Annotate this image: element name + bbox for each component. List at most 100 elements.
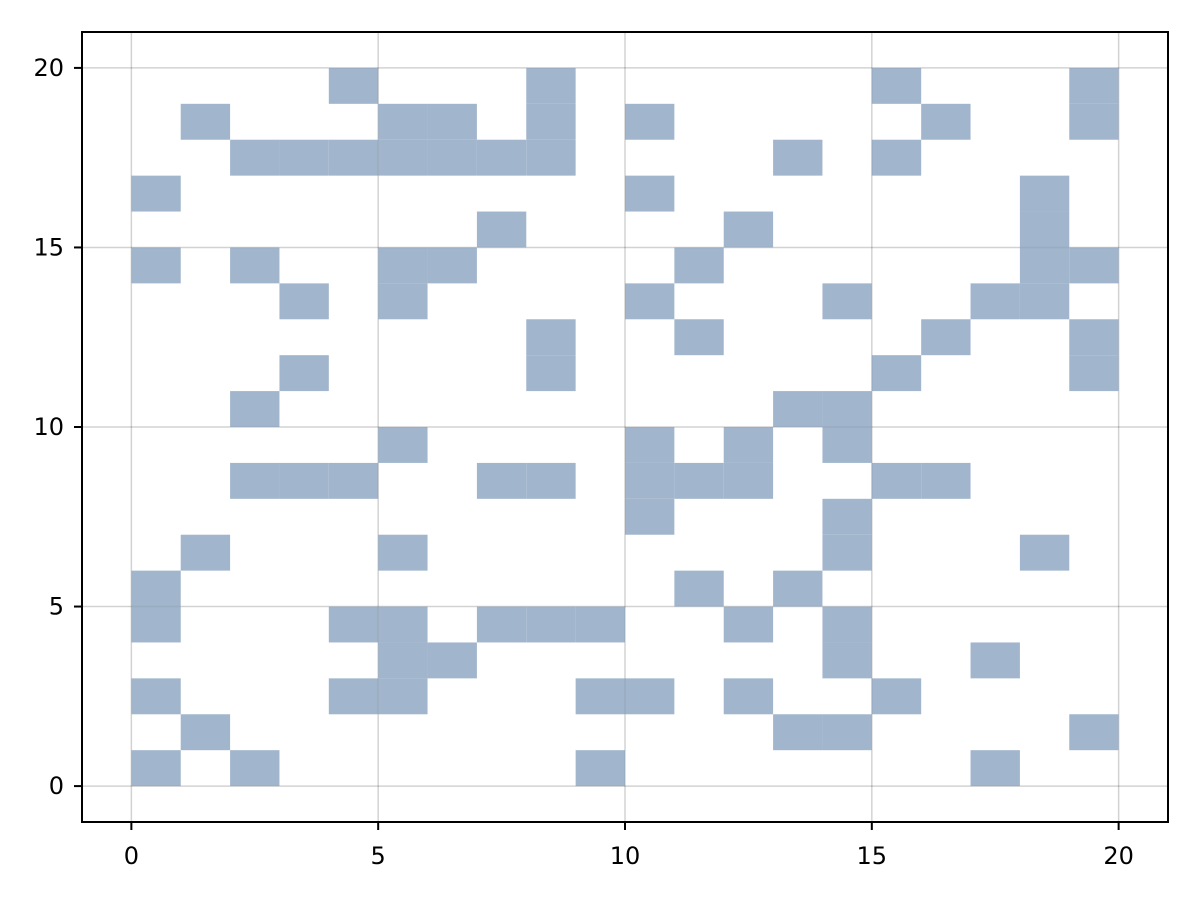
heatmap-cell bbox=[378, 139, 428, 176]
heatmap-cell bbox=[230, 391, 280, 427]
heatmap-cell bbox=[131, 247, 181, 284]
heatmap-cell bbox=[723, 462, 774, 499]
heatmap-cell bbox=[625, 678, 675, 715]
heatmap-cell bbox=[378, 678, 428, 715]
heatmap-cell bbox=[575, 750, 625, 787]
heatmap-cell bbox=[575, 678, 625, 715]
heatmap-cell bbox=[773, 391, 823, 427]
heatmap-cell bbox=[723, 211, 774, 248]
heatmap-cell bbox=[723, 606, 774, 643]
heatmap-cell bbox=[822, 606, 872, 643]
y-tick-label: 20 bbox=[33, 54, 64, 82]
heatmap-cell bbox=[674, 462, 724, 499]
heatmap-cell bbox=[427, 103, 477, 140]
heatmap-cell bbox=[131, 570, 181, 607]
heatmap-cell bbox=[1069, 103, 1119, 140]
heatmap-cell bbox=[723, 427, 774, 463]
heatmap-cell bbox=[279, 462, 329, 499]
heatmap-cell bbox=[131, 750, 181, 787]
heatmap-cell bbox=[822, 642, 872, 679]
heatmap-cell bbox=[921, 462, 971, 499]
heatmap-cell bbox=[230, 247, 280, 284]
heatmap-cell bbox=[427, 247, 477, 284]
heatmap-cell bbox=[131, 175, 181, 212]
heatmap-cell bbox=[1019, 247, 1070, 284]
heatmap-cell bbox=[526, 606, 576, 643]
heatmap-cells bbox=[82, 32, 1168, 822]
heatmap-cell bbox=[575, 606, 625, 643]
heatmap-cell bbox=[279, 139, 329, 176]
heatmap-cell bbox=[328, 678, 379, 715]
y-tick-label: 10 bbox=[33, 413, 64, 441]
heatmap-cell bbox=[180, 714, 231, 751]
heatmap-cell bbox=[970, 750, 1020, 787]
heatmap-cell bbox=[131, 606, 181, 643]
x-tick-label: 5 bbox=[371, 842, 386, 870]
heatmap-cell bbox=[230, 139, 280, 176]
y-tick-label: 15 bbox=[33, 233, 64, 261]
heatmap-cell bbox=[180, 103, 231, 140]
y-tick-label: 5 bbox=[49, 593, 64, 621]
heatmap-cell bbox=[180, 534, 231, 571]
heatmap-cell bbox=[822, 534, 872, 571]
heatmap-cell bbox=[1069, 67, 1119, 104]
heatmap-cell bbox=[1019, 534, 1070, 571]
heatmap-cell bbox=[427, 139, 477, 176]
heatmap-cell bbox=[1069, 714, 1119, 751]
heatmap-cell bbox=[526, 355, 576, 392]
heatmap-cell bbox=[871, 678, 922, 715]
heatmap-cell bbox=[773, 139, 823, 176]
heatmap-cell bbox=[1069, 247, 1119, 284]
heatmap-cell bbox=[773, 714, 823, 751]
heatmap-cell bbox=[230, 462, 280, 499]
heatmap-cell bbox=[625, 462, 675, 499]
heatmap-cell bbox=[378, 103, 428, 140]
heatmap-cell bbox=[1069, 355, 1119, 392]
heatmap-cell bbox=[378, 427, 428, 463]
heatmap-cell bbox=[822, 283, 872, 320]
heatmap-cell bbox=[328, 462, 379, 499]
heatmap-cell bbox=[378, 283, 428, 320]
heatmap-cell bbox=[871, 67, 922, 104]
heatmap-cell bbox=[476, 462, 527, 499]
heatmap-cell bbox=[378, 642, 428, 679]
heatmap-cell bbox=[625, 175, 675, 212]
heatmap-cell bbox=[921, 319, 971, 356]
heatmap-cell bbox=[674, 247, 724, 284]
x-tick-label: 15 bbox=[857, 842, 888, 870]
heatmap-cell bbox=[526, 139, 576, 176]
x-tick-label: 0 bbox=[124, 842, 139, 870]
axis-tick-labels: 0 5 10 15 20 0 5 10 15 20 bbox=[33, 54, 1133, 870]
heatmap-cell bbox=[822, 714, 872, 751]
heatmap-cell bbox=[871, 139, 922, 176]
heatmap-cell bbox=[773, 570, 823, 607]
heatmap-cell bbox=[674, 570, 724, 607]
heatmap-cell bbox=[625, 103, 675, 140]
heatmap-cell bbox=[625, 427, 675, 463]
heatmap-cell bbox=[131, 678, 181, 715]
heatmap-cell bbox=[328, 67, 379, 104]
x-tick-label: 10 bbox=[610, 842, 641, 870]
heatmap-cell bbox=[378, 247, 428, 284]
y-tick-label: 0 bbox=[49, 772, 64, 800]
heatmap-cell bbox=[674, 319, 724, 356]
heatmap-cell bbox=[378, 534, 428, 571]
heatmap-cell bbox=[526, 103, 576, 140]
heatmap-cell bbox=[476, 139, 527, 176]
heatmap-cell bbox=[526, 67, 576, 104]
heatmap-cell bbox=[871, 355, 922, 392]
heatmap-cell bbox=[871, 462, 922, 499]
heatmap-cell bbox=[378, 606, 428, 643]
heatmap-cell bbox=[822, 391, 872, 427]
axis-ticks bbox=[74, 66, 1120, 830]
heatmap-cell bbox=[328, 139, 379, 176]
heatmap-cell bbox=[970, 642, 1020, 679]
heatmap-cell bbox=[1069, 319, 1119, 356]
heatmap-cell bbox=[476, 211, 527, 248]
x-tick-label: 20 bbox=[1103, 842, 1134, 870]
heatmap-cell bbox=[625, 283, 675, 320]
heatmap-cell bbox=[1019, 283, 1070, 320]
heatmap-cell bbox=[427, 642, 477, 679]
heatmap-cell bbox=[970, 283, 1020, 320]
